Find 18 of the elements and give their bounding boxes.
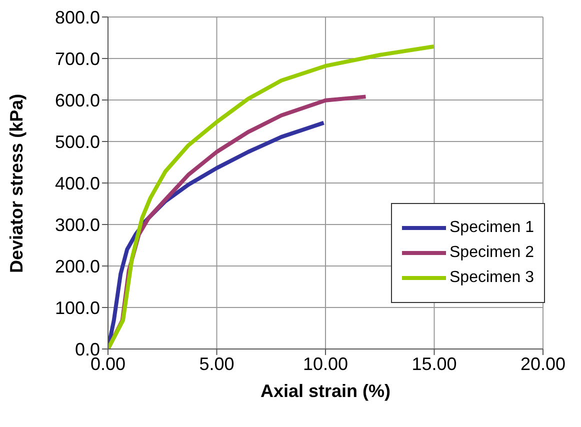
y-tick-label: 400.0 (54, 173, 100, 194)
legend-label: Specimen 2 (450, 244, 534, 262)
x-tick-label: 20.00 (520, 354, 566, 374)
y-tick-label: 700.0 (54, 48, 100, 69)
y-tick-label: 100.0 (54, 298, 100, 318)
y-tick-label: 500.0 (54, 132, 100, 152)
x-tick-label: 5.00 (199, 354, 234, 374)
legend-label: Specimen 1 (450, 219, 534, 237)
x-tick-label: 10.00 (302, 354, 348, 374)
y-tick-label: 300.0 (54, 214, 100, 235)
y-tick-label: 200.0 (54, 256, 100, 276)
y-axis-title: Deviator stress (kPa) (6, 94, 26, 273)
line-series (108, 44, 436, 349)
y-tick-label: 600.0 (54, 90, 100, 110)
legend-label: Specimen 3 (450, 269, 534, 287)
x-tick-label: 15.00 (412, 354, 457, 374)
y-tick-label: 800.0 (54, 7, 100, 28)
x-axis-title: Axial strain (%) (260, 381, 391, 401)
